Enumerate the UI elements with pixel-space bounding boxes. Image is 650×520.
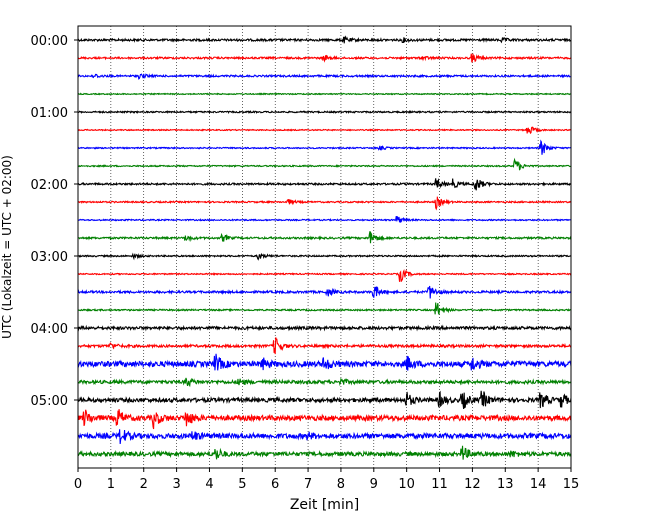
trace-line xyxy=(77,35,572,44)
y-axis-label: UTC (Lokalzeit = UTC + 02:00) xyxy=(0,155,14,339)
trace-line xyxy=(77,302,572,315)
y-tick-label: 02:00 xyxy=(31,178,68,193)
trace-line xyxy=(77,445,572,460)
trace-line xyxy=(77,409,572,430)
x-tick-label: 14 xyxy=(530,477,547,492)
trace-line xyxy=(77,252,572,261)
x-tick-label: 6 xyxy=(271,477,279,492)
trace-line xyxy=(77,196,572,211)
trace-line xyxy=(77,126,572,135)
plot-frame xyxy=(77,25,572,469)
trace-line xyxy=(77,429,572,445)
x-tick-label: 3 xyxy=(172,477,180,492)
trace-line xyxy=(77,73,572,80)
trace-line xyxy=(77,377,572,388)
y-tick-label: 05:00 xyxy=(31,394,68,409)
x-tick-label: 12 xyxy=(464,477,481,492)
traces xyxy=(77,35,572,460)
trace-line xyxy=(77,324,572,332)
trace-line xyxy=(77,390,572,409)
x-tick-label: 15 xyxy=(563,477,580,492)
x-tick-label: 13 xyxy=(497,477,514,492)
trace-line xyxy=(77,53,572,63)
trace-line xyxy=(77,110,572,115)
x-tick-label: 0 xyxy=(74,477,82,492)
trace-line xyxy=(77,285,572,299)
x-axis-label: Zeit [min] xyxy=(290,497,359,513)
x-tick-label: 8 xyxy=(337,477,345,492)
y-tick-label: 03:00 xyxy=(31,250,68,265)
y-tick-label: 00:00 xyxy=(31,34,68,49)
trace-line xyxy=(77,92,572,96)
x-tick-label: 5 xyxy=(238,477,246,492)
x-axis-ticks: 0 1 2 3 4 5 6 7 8 9 10 11 12 13 14 15 xyxy=(74,468,579,492)
x-tick-label: 11 xyxy=(431,477,448,492)
trace-line xyxy=(77,231,572,244)
y-tick-label: 01:00 xyxy=(31,106,68,121)
x-tick-label: 10 xyxy=(398,477,415,492)
trace-line xyxy=(77,157,572,171)
trace-line xyxy=(77,337,572,355)
trace-line xyxy=(77,216,572,223)
trace-line xyxy=(77,177,572,191)
trace-line xyxy=(77,139,572,155)
trace-line xyxy=(77,269,572,282)
x-tick-label: 2 xyxy=(140,477,148,492)
x-tick-label: 9 xyxy=(370,477,378,492)
x-tick-label: 4 xyxy=(205,477,213,492)
plot-background xyxy=(78,26,571,468)
x-tick-label: 7 xyxy=(304,477,312,492)
y-axis-ticks: 00:00 01:00 02:00 03:00 04:00 05:00 xyxy=(31,34,78,409)
y-tick-label: 04:00 xyxy=(31,322,68,337)
trace-line xyxy=(77,353,572,371)
x-tick-label: 1 xyxy=(107,477,115,492)
